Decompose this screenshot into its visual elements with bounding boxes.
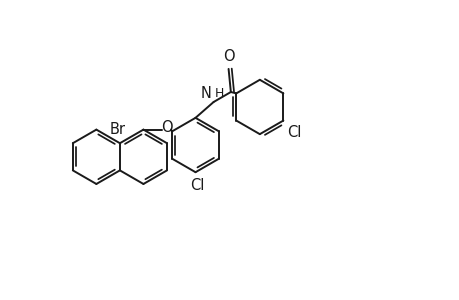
Text: Br: Br	[109, 122, 125, 137]
Text: Cl: Cl	[286, 125, 301, 140]
Text: Cl: Cl	[190, 178, 205, 193]
Text: O: O	[222, 50, 234, 64]
Text: H: H	[214, 87, 224, 100]
Text: O: O	[160, 120, 172, 135]
Text: N: N	[201, 86, 211, 101]
